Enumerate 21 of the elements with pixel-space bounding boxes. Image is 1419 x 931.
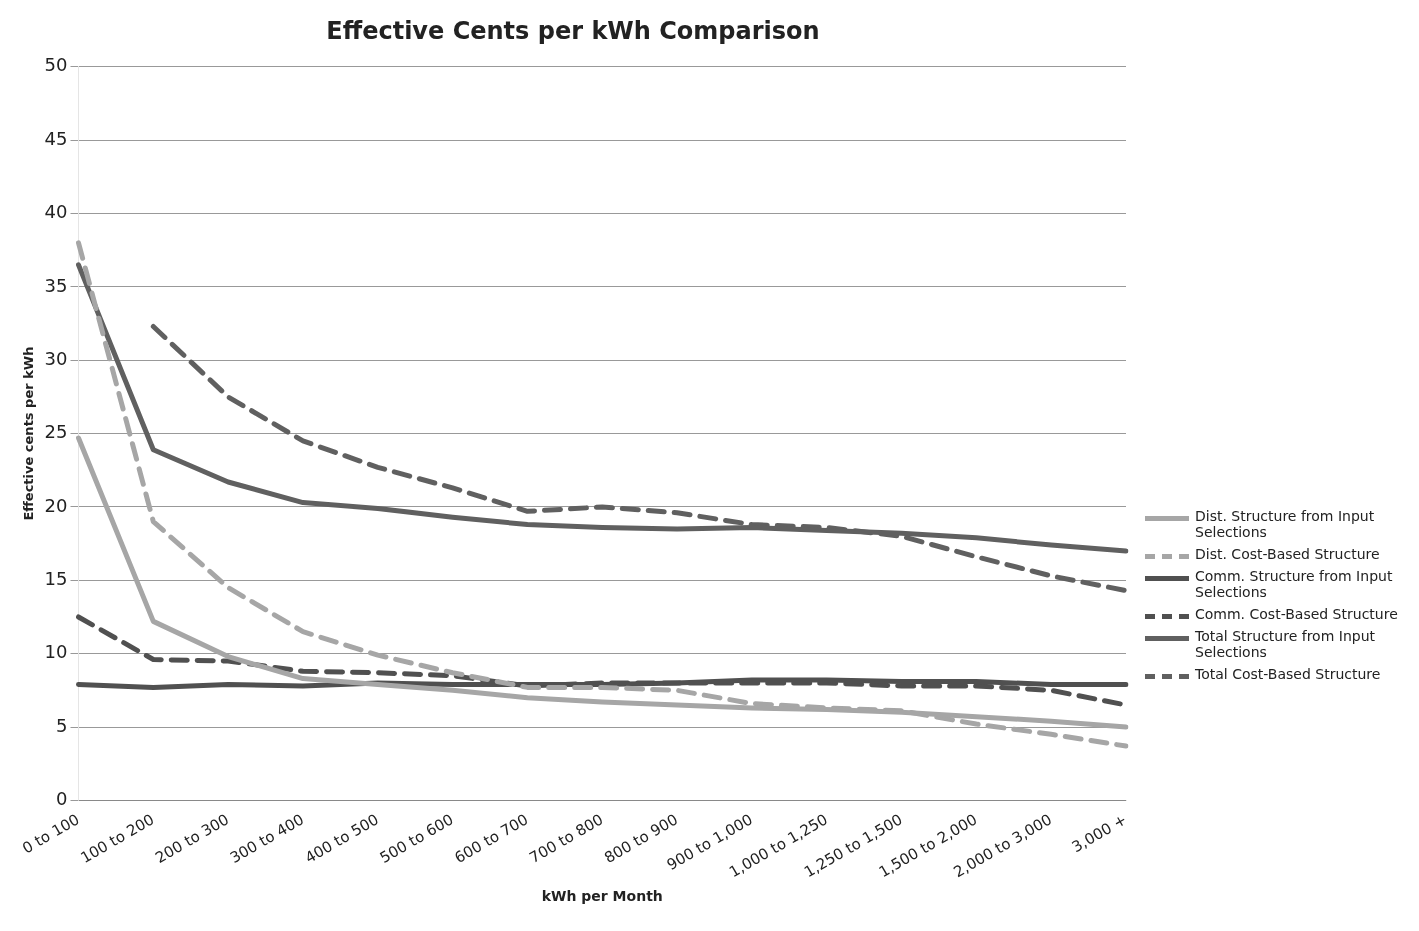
- legend-label: Dist. Cost-Based Structure: [1195, 546, 1380, 562]
- y-tick-label: 35: [44, 274, 68, 296]
- legend-label: Total Cost-Based Structure: [1195, 666, 1381, 682]
- legend-label: Dist. Structure from Input Selections: [1195, 508, 1376, 540]
- y-axis-title: Effective cents per kWh: [21, 346, 37, 521]
- y-tick-label: 20: [44, 494, 68, 516]
- y-tick-label: 25: [44, 421, 68, 443]
- y-tick-label: 40: [44, 201, 68, 223]
- chart-title: Effective Cents per kWh Comparison: [326, 16, 820, 45]
- y-tick-label: 5: [56, 714, 68, 736]
- y-tick-label: 15: [44, 567, 68, 589]
- legend-label: Comm. Structure from Input Selections: [1195, 568, 1394, 600]
- y-tick-label: 10: [44, 641, 68, 663]
- legend-label: Comm. Cost-Based Structure: [1195, 606, 1398, 622]
- y-tick-label: 0: [56, 788, 68, 810]
- y-tick-label: 50: [44, 54, 68, 76]
- y-tick-label: 45: [44, 127, 68, 149]
- y-tick-label: 30: [44, 347, 68, 369]
- x-axis-title: kWh per Month: [541, 888, 663, 905]
- legend-label: Total Structure from Input Selections: [1195, 628, 1376, 660]
- x-tick-label: 300 to 400: [227, 810, 307, 867]
